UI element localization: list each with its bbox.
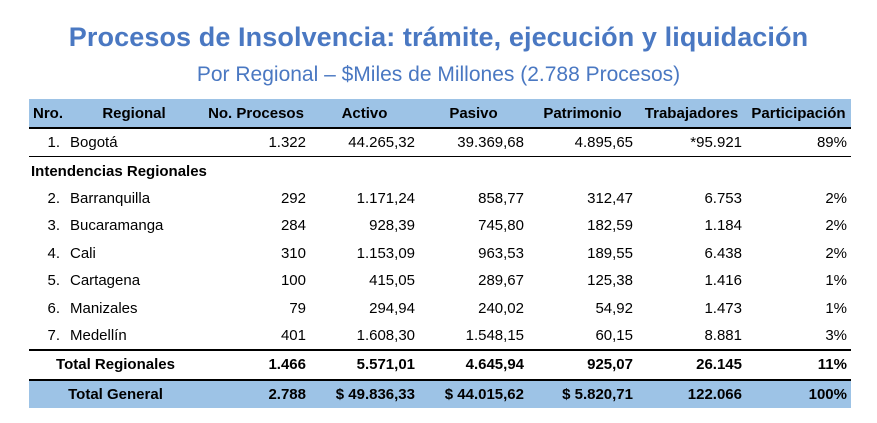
row-nro: 6. [47, 299, 60, 317]
total-general-patrimonio: $ 5.820,71 [528, 378, 637, 408]
row-nro: 4. [47, 244, 60, 262]
row-activo: 294,94 [369, 299, 415, 317]
row-trabajadores: 6.753 [704, 189, 742, 207]
row-activo: 1.171,24 [356, 189, 415, 207]
table-row: 5. Cartagena 100 415,05 289,67 125,38 1.416 1% [29, 267, 851, 294]
row-pasivo: 963,53 [478, 244, 524, 262]
total-general-procesos: 2.788 [202, 378, 310, 408]
header-procesos: No. Procesos [202, 99, 310, 129]
total-regionales-pasivo: 4.645,94 [419, 349, 528, 380]
row-trabajadores: 8.881 [704, 326, 742, 344]
total-regionales-trabajadores: 26.145 [637, 349, 746, 380]
row-patrimonio: 60,15 [595, 326, 633, 344]
header-nro: Nro. [29, 99, 66, 129]
page-title: Procesos de Insolvencia: trámite, ejecuc… [68, 22, 809, 52]
total-general-pasivo: $ 44.015,62 [419, 378, 528, 408]
table-row: 7. Medellín 401 1.608,30 1.548,15 60,15 8.881 3… [29, 322, 851, 350]
row-procesos: 292 [280, 189, 306, 207]
table-row: 1. Bogotá 1.322 44.265,32 39.369,68 4.89… [29, 128, 851, 158]
row-regional: Medellín [70, 326, 127, 344]
row-participacion: 2% [825, 217, 847, 235]
row-patrimonio: 182,59 [587, 217, 633, 235]
table-row: 2. Barranquilla 292 1.171,24 858,77 312,47 6.7… [29, 185, 851, 212]
row-nro: 2. [47, 189, 60, 207]
row-procesos: 401 [280, 326, 306, 344]
row-trabajadores: 1.416 [704, 272, 742, 290]
total-general-trabajadores: 122.066 [637, 378, 746, 408]
row-trabajadores: *95.921 [637, 128, 746, 158]
row-pasivo: 39.369,68 [419, 128, 528, 158]
header-pasivo: Pasivo [419, 99, 528, 129]
total-general-activo: $ 49.836,33 [310, 378, 419, 408]
row-patrimonio: 189,55 [587, 244, 633, 262]
header-regional: Regional [66, 99, 202, 129]
row-nro: 5. [47, 272, 60, 290]
row-activo: 44.265,32 [310, 128, 419, 158]
row-procesos: 310 [280, 244, 306, 262]
row-pasivo: 1.548,15 [465, 326, 524, 344]
table-header-row: Nro. Regional No. Procesos Activo Pasivo… [29, 99, 851, 129]
row-trabajadores: 1.184 [704, 217, 742, 235]
row-activo: 1.608,30 [356, 326, 415, 344]
row-participacion: 1% [825, 272, 847, 290]
total-regionales-participacion: 11% [746, 349, 851, 380]
row-patrimonio: 54,92 [595, 299, 633, 317]
row-procesos: 284 [280, 217, 306, 235]
row-trabajadores: 6.438 [704, 244, 742, 262]
row-procesos: 79 [289, 299, 306, 317]
total-regionales-procesos: 1.466 [202, 349, 310, 380]
row-patrimonio: 125,38 [587, 272, 633, 290]
row-regional: Bucaramanga [70, 217, 164, 235]
row-regional: Cartagena [70, 272, 141, 290]
row-pasivo: 858,77 [478, 189, 524, 207]
total-general-row: Total General 2.788 $ 49.836,33 $ 44.015… [29, 378, 851, 408]
header-patrimonio: Patrimonio [528, 99, 637, 129]
row-participacion: 2% [825, 189, 847, 207]
row-regional: Barranquilla [70, 189, 151, 207]
row-nro: 7. [47, 326, 60, 344]
table-row: 6. Manizales 79 294,94 240,02 54,92 1.473 1% [29, 294, 851, 321]
row-trabajadores: 1.473 [704, 299, 742, 317]
row-participacion: 1% [825, 299, 847, 317]
row-regional: Bogotá [66, 128, 202, 158]
header-participacion: Participación [746, 99, 851, 129]
insolvency-table: Nro. Regional No. Procesos Activo Pasivo… [29, 99, 851, 408]
section-label: Intendencias Regionales [31, 162, 207, 180]
total-general-participacion: 100% [746, 378, 851, 408]
row-patrimonio: 312,47 [587, 189, 633, 207]
page-subtitle: Por Regional – $Miles de Millones (2.788… [196, 63, 681, 86]
row-pasivo: 240,02 [478, 299, 524, 317]
row-activo: 1.153,09 [356, 244, 415, 262]
row-participacion: 89% [746, 128, 851, 158]
total-regionales-row: Total Regionales 1.466 5.571,01 4.645,94… [29, 349, 851, 380]
row-participacion: 2% [825, 244, 847, 262]
total-general-label: Total General [29, 378, 202, 408]
total-regionales-label: Total Regionales [29, 349, 202, 380]
table-row: 4. Cali 310 1.153,09 963,53 189,55 6.438 2% [29, 240, 851, 267]
row-pasivo: 745,80 [478, 217, 524, 235]
section-row: Intendencias Regionales [29, 157, 851, 185]
table-row: 3. Bucaramanga 284 928,39 745,80 182,59 1.184 2… [29, 212, 851, 239]
header-trabajadores: Trabajadores [637, 99, 746, 129]
total-regionales-activo: 5.571,01 [310, 349, 419, 380]
total-regionales-patrimonio: 925,07 [528, 349, 637, 380]
row-participacion: 3% [825, 326, 847, 344]
row-pasivo: 289,67 [478, 272, 524, 290]
row-patrimonio: 4.895,65 [528, 128, 637, 158]
row-procesos: 100 [280, 272, 306, 290]
header-activo: Activo [310, 99, 419, 129]
row-nro: 1. [29, 128, 66, 158]
row-procesos: 1.322 [202, 128, 310, 158]
row-regional: Manizales [70, 299, 138, 317]
row-regional: Cali [70, 244, 96, 262]
row-nro: 3. [47, 217, 60, 235]
row-activo: 415,05 [369, 272, 415, 290]
row-activo: 928,39 [369, 217, 415, 235]
